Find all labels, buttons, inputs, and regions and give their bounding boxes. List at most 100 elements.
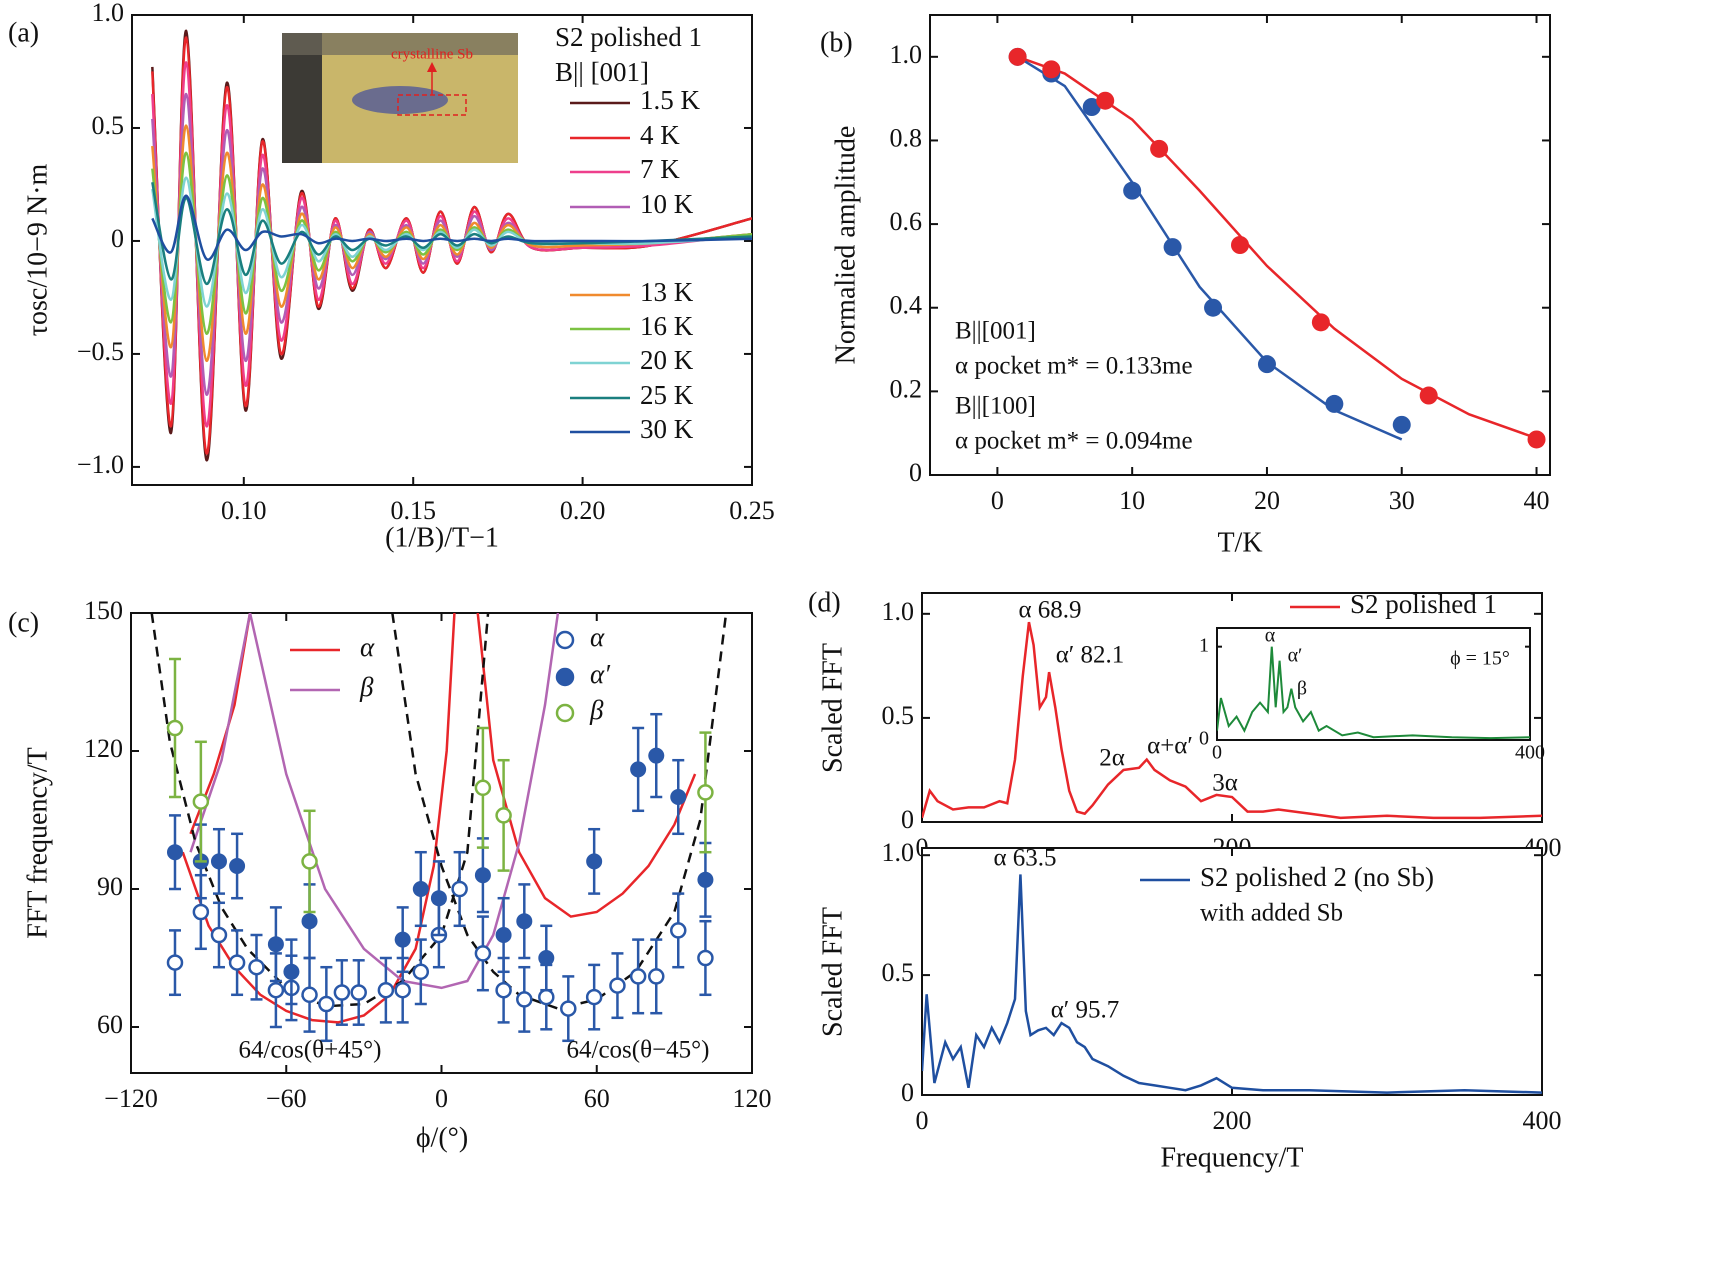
data-point — [192, 903, 210, 921]
data-point — [630, 761, 647, 778]
data-point — [670, 789, 687, 805]
data-point — [451, 880, 468, 898]
legend-label: β — [589, 695, 604, 725]
legend-label: 20 K — [640, 345, 694, 375]
data-line — [922, 621, 1542, 820]
data-point — [228, 954, 246, 971]
y-axis-label: FFT frequency/T — [22, 747, 53, 939]
annotation: β — [1297, 678, 1307, 700]
legend-label: β — [359, 672, 374, 702]
data-line — [1017, 55, 1537, 440]
data-point — [1204, 298, 1223, 317]
legend-marker — [555, 703, 575, 723]
annotation: α pocket m* = 0.133me — [955, 353, 1193, 380]
y-tick-label: 0 — [1199, 728, 1209, 750]
x-tick-label: 120 — [733, 1084, 772, 1113]
x-tick-label: 0 — [916, 1106, 929, 1135]
data-point — [1008, 47, 1027, 66]
data-point — [560, 1000, 577, 1017]
x-tick-label: 0 — [991, 486, 1004, 515]
x-tick-label: 400 — [1515, 742, 1545, 764]
data-point — [1082, 98, 1101, 116]
y-tick-label: 0 — [901, 805, 914, 834]
y-tick-label: 1.0 — [882, 838, 915, 867]
data-point — [474, 779, 492, 797]
y-tick-label: 0.8 — [890, 123, 923, 152]
x-tick-label: −60 — [266, 1084, 307, 1113]
data-point — [1123, 181, 1142, 200]
y-axis-label: Scaled FFT — [817, 907, 848, 1037]
data-point — [267, 936, 284, 953]
y-tick-label: −0.5 — [77, 337, 124, 366]
annotation: B||[001] — [955, 318, 1036, 345]
y-axis-label: τosc/10−9 N·m — [22, 164, 53, 337]
data-point — [1527, 430, 1546, 449]
annotation: 3α — [1212, 770, 1238, 797]
x-tick-label: 0.25 — [729, 496, 775, 525]
data-point — [474, 867, 491, 884]
y-tick-label: 1 — [1199, 634, 1209, 656]
data-point — [516, 991, 533, 1008]
annotation: B||[100] — [955, 393, 1036, 420]
data-point — [333, 984, 351, 1001]
data-point — [430, 890, 447, 907]
data-point — [318, 995, 335, 1013]
data-point — [377, 981, 395, 999]
data-point — [283, 963, 300, 980]
legend-note: with added Sb — [1200, 900, 1343, 927]
data-line — [151, 181, 752, 286]
y-tick-label: 0.6 — [890, 207, 923, 236]
data-point — [166, 954, 184, 971]
data-point — [609, 977, 626, 994]
legend-label: 13 K — [640, 277, 694, 307]
data-point — [192, 793, 210, 810]
data-point — [267, 981, 285, 999]
data-point — [350, 984, 367, 1001]
annotation: α pocket m* = 0.094me — [955, 428, 1193, 455]
data-point — [229, 858, 246, 874]
annotation: α 63.5 — [993, 845, 1056, 872]
data-point — [585, 988, 603, 1006]
y-tick-label: 1.0 — [890, 40, 923, 69]
x-tick-label: −120 — [104, 1084, 158, 1113]
y-tick-label: 120 — [84, 734, 123, 763]
inset-arrowhead — [427, 62, 437, 72]
data-point — [1042, 60, 1061, 79]
annotation: ϕ = 15° — [1450, 648, 1510, 670]
data-point — [412, 881, 429, 897]
x-axis-label: T/K — [1217, 527, 1262, 558]
legend-label: 16 K — [640, 311, 694, 341]
y-tick-label: 1.0 — [882, 597, 915, 626]
data-point — [301, 986, 318, 1004]
data-point — [1311, 313, 1330, 332]
data-line — [922, 874, 1542, 1094]
annotation: α′ — [1288, 645, 1303, 667]
annotation: 2α — [1099, 745, 1125, 772]
y-tick-label: 150 — [84, 596, 123, 625]
x-axis-label: (1/B)/T−1 — [385, 522, 499, 553]
data-line — [151, 194, 752, 261]
data-line — [476, 613, 697, 918]
data-point — [648, 968, 665, 985]
y-tick-label: 0 — [909, 458, 922, 487]
data-point — [629, 968, 647, 985]
data-point — [670, 922, 687, 939]
x-tick-label: 10 — [1119, 486, 1145, 515]
data-point — [697, 871, 714, 888]
legend-label: 30 K — [640, 414, 694, 444]
x-tick-label: 0.20 — [560, 496, 606, 525]
y-tick-label: 0.5 — [92, 111, 125, 140]
panel-label: (d) — [808, 587, 841, 618]
data-point — [495, 981, 512, 999]
inset-sample — [352, 86, 448, 114]
data-point — [1096, 91, 1115, 110]
legend-marker — [555, 630, 575, 650]
data-point — [301, 853, 318, 870]
x-tick-label: 30 — [1389, 486, 1415, 515]
y-tick-label: −1.0 — [77, 450, 124, 479]
data-point — [1231, 236, 1249, 254]
y-tick-label: 0 — [111, 224, 124, 253]
annotation: α+α′ — [1147, 733, 1193, 760]
y-tick-label: 90 — [97, 872, 123, 901]
